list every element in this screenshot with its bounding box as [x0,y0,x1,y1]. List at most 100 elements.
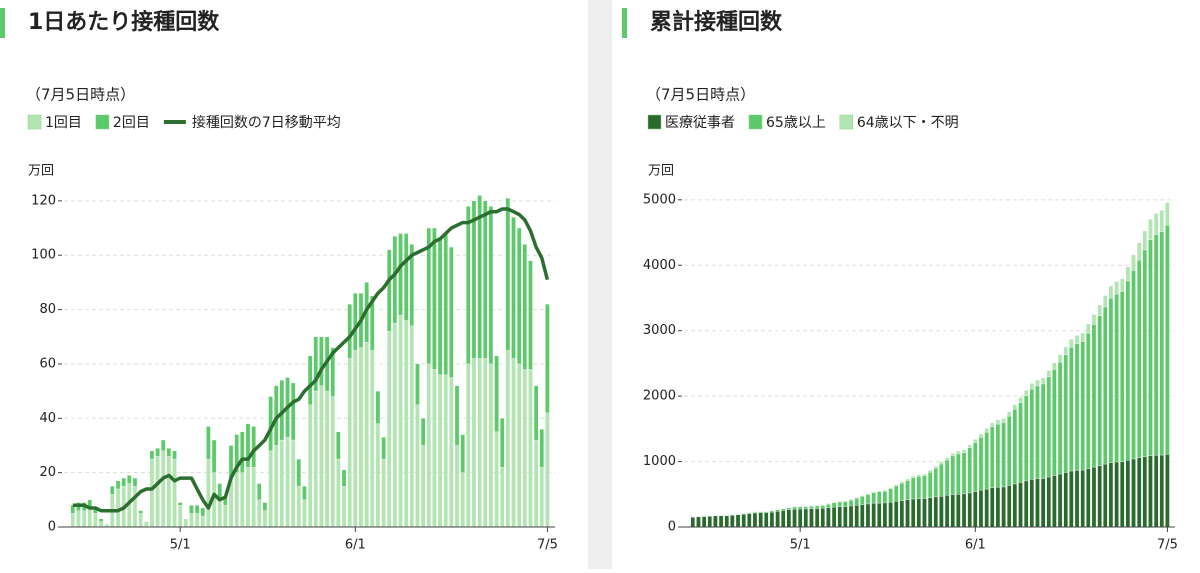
bar [889,488,893,489]
bar [1007,485,1011,527]
y-axis-label: 万回 [648,164,674,179]
bar [843,507,847,527]
bar [404,320,408,527]
bar [815,506,819,509]
bar [511,359,515,528]
bar [398,315,402,527]
bar [776,509,780,510]
bar [218,500,222,527]
bar [900,482,904,483]
bar [461,435,465,473]
bar [1024,396,1028,481]
bar [770,512,774,527]
bar [1018,398,1022,403]
bar [1148,456,1152,527]
bar [939,496,943,527]
bar [753,513,757,527]
bar [985,432,989,489]
bar [764,513,768,527]
bar [708,516,712,527]
bar [1052,369,1056,475]
bar [985,428,989,432]
y-tick-label: 0 [48,520,56,535]
bar [894,501,898,527]
bar [1120,279,1124,292]
y-tick-label: 120 [31,193,56,208]
bar [1148,219,1152,240]
bar [696,517,700,527]
bar [365,342,369,527]
bar [235,473,239,527]
bar [691,517,695,527]
bar [979,434,983,437]
y-tick-label: 80 [39,302,56,317]
bar [1115,294,1119,462]
bar [911,478,915,499]
bar [404,233,408,320]
bar [1143,231,1147,250]
legend-swatch [28,115,41,129]
bar [461,473,465,527]
bar [393,236,397,323]
bar [314,391,318,527]
bar [240,473,244,527]
bar [511,217,515,358]
bar [889,502,893,527]
bar [1120,291,1124,461]
bar [353,350,357,527]
bar [928,470,932,472]
bar [759,511,763,512]
bar [1075,470,1079,527]
bar [866,494,870,495]
bar [1126,281,1130,460]
bar [1047,377,1051,477]
bar [172,459,176,527]
bar [939,464,943,496]
bar [951,453,955,456]
bar [1002,418,1006,422]
bar [934,466,938,468]
bar [792,506,796,507]
bar [911,476,915,478]
bar [291,383,295,440]
bar [415,405,419,527]
bar [269,451,273,527]
bar [894,485,898,486]
bar [809,509,813,527]
bar [872,492,876,493]
x-tick-label: 6/1 [965,538,986,553]
bar [860,496,864,497]
bar [1058,474,1062,527]
legend-label: 接種回数の7日移動平均 [192,114,341,131]
bar [189,505,193,513]
bar [348,359,352,528]
bar [759,513,763,527]
bar [1086,469,1090,527]
bar [483,201,487,359]
bar [517,228,521,364]
bar [968,445,972,448]
bar [1081,333,1085,342]
bar [843,501,847,502]
bar [1115,462,1119,527]
y-tick-label: 4000 [643,258,676,273]
bar [195,513,199,527]
bar [1098,466,1102,527]
bar [1131,270,1135,458]
bar [297,459,301,486]
bar [449,378,453,527]
bar [472,201,476,359]
bar [781,508,785,509]
bar [122,478,126,486]
bar [742,514,746,527]
chart-title: 累計接種回数 [650,9,783,35]
legend-swatch [840,115,853,129]
bar [770,510,774,511]
bar [455,386,459,446]
bar [133,486,137,527]
bar [1143,457,1147,527]
bar [449,247,453,377]
bar [336,459,340,527]
bar [889,489,893,502]
bar [934,468,938,497]
